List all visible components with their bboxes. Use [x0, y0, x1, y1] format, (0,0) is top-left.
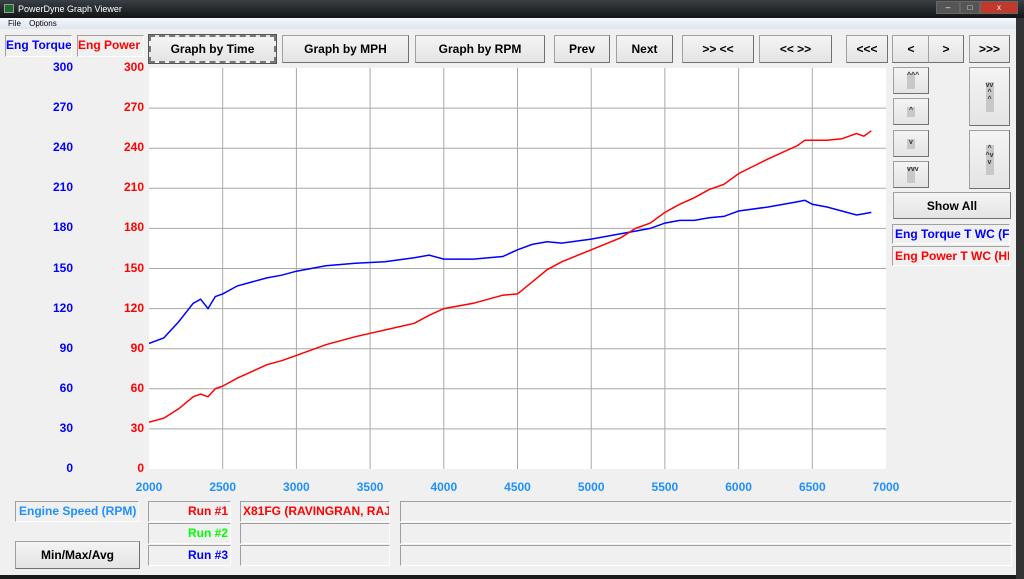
y-tick-label-torque: 270: [52, 100, 73, 115]
x-axis-title: Engine Speed (RPM): [15, 501, 139, 522]
y-tick-label-torque: 300: [52, 60, 73, 74]
y-tick-label-power: 0: [137, 461, 144, 475]
prev-button[interactable]: Prev: [554, 35, 610, 63]
run-2-label: Run #2: [148, 523, 231, 544]
x-tick-label: 2000: [135, 480, 163, 494]
legend-power: Eng Power T WC (HI: [892, 246, 1010, 266]
y-tick-label-torque: 150: [52, 260, 73, 275]
graph-by-mph-button[interactable]: Graph by MPH: [282, 35, 409, 63]
zoom-out-button[interactable]: << >>: [759, 35, 832, 63]
y-tick-label-power: 60: [130, 380, 144, 395]
close-button[interactable]: x: [980, 1, 1018, 14]
zoom-in-button[interactable]: >> <<: [682, 35, 754, 63]
x-tick-label: 4000: [430, 480, 458, 494]
left-axis-title-torque: Eng Torque: [5, 35, 72, 57]
run-1-info: [400, 501, 1012, 522]
torque-series-line: [149, 199, 872, 345]
expand-chevrons-icon: vv^^: [985, 81, 994, 112]
maximize-button[interactable]: □: [960, 1, 980, 14]
run-2-info: [400, 523, 1012, 544]
shrink-scale-button[interactable]: ^^vv: [969, 130, 1010, 189]
x-tick-label: 6000: [725, 480, 752, 494]
y-tick-label-power: 150: [123, 260, 144, 275]
y-tick-label-power: 30: [130, 420, 144, 435]
show-all-button[interactable]: Show All: [893, 192, 1011, 219]
menu-file[interactable]: File: [8, 19, 21, 28]
y-tick-label-power: 270: [123, 100, 144, 115]
scroll-down-fast-button[interactable]: vvv: [893, 161, 929, 188]
x-tick-label: 5500: [651, 480, 679, 494]
run-3-info: [400, 545, 1012, 566]
triple-chevron-up-icon: ^^^: [907, 72, 919, 89]
app-icon: [4, 4, 14, 13]
run-1-label: Run #1: [148, 501, 231, 522]
legend-torque[interactable]: Eng Torque T WC (F: [892, 224, 1010, 244]
shrink-chevrons-icon: ^^vv: [985, 144, 994, 175]
scroll-last-button[interactable]: >>>: [969, 35, 1010, 63]
left-axis-title-power: Eng Power: [77, 35, 144, 57]
menu-bar: File Options: [0, 18, 1016, 29]
y-tick-label-power: 90: [130, 340, 144, 355]
graph-by-rpm-button[interactable]: Graph by RPM: [415, 35, 545, 63]
x-tick-label: 6500: [798, 480, 826, 494]
y-tick-label-torque: 210: [52, 180, 73, 195]
y-tick-label-torque: 90: [59, 340, 73, 355]
y-tick-label-torque: 120: [52, 300, 73, 315]
scroll-first-button[interactable]: <<<: [846, 35, 888, 63]
x-tick-label: 2500: [209, 480, 237, 494]
expand-scale-button[interactable]: vv^^: [969, 67, 1010, 126]
minimize-button[interactable]: –: [936, 1, 960, 14]
x-tick-label: 4500: [504, 480, 531, 494]
scroll-right-button[interactable]: >: [928, 35, 964, 63]
y-tick-label-torque: 240: [52, 140, 73, 155]
menu-options[interactable]: Options: [29, 19, 57, 28]
x-tick-label: 5000: [577, 480, 605, 494]
scroll-up-fast-button[interactable]: ^^^: [893, 67, 929, 94]
run-1-name: X81FG (RAVINGRAN, RAJ: [240, 501, 390, 522]
chevron-down-icon: v: [907, 138, 915, 149]
x-tick-label: 3500: [356, 480, 384, 494]
y-tick-label-power: 240: [123, 140, 144, 155]
y-tick-label-power: 180: [123, 220, 144, 235]
run-2-name: [240, 523, 390, 544]
window-border: [1016, 18, 1024, 579]
power-series-line: [149, 130, 872, 423]
window-title: PowerDyne Graph Viewer: [18, 4, 122, 14]
y-tick-label-power: 300: [123, 60, 144, 74]
x-tick-label: 7000: [872, 480, 900, 494]
run-3-label: Run #3: [148, 545, 231, 566]
y-tick-label-torque: 180: [52, 220, 73, 235]
triple-chevron-down-icon: vvv: [907, 166, 919, 183]
next-button[interactable]: Next: [616, 35, 673, 63]
title-bar: PowerDyne Graph Viewer – □ x: [0, 0, 1024, 18]
graph-by-time-button[interactable]: Graph by Time: [148, 34, 277, 64]
y-tick-label-torque: 60: [59, 380, 73, 395]
y-tick-label-power: 210: [123, 180, 144, 195]
chevron-up-icon: ^: [907, 106, 915, 117]
y-tick-label-torque: 0: [66, 461, 73, 475]
chart-plot-area: [149, 68, 886, 469]
scroll-left-button[interactable]: <: [892, 35, 930, 63]
min-max-avg-button[interactable]: Min/Max/Avg: [15, 541, 140, 569]
y-tick-label-torque: 30: [59, 420, 73, 435]
x-tick-label: 3000: [283, 480, 310, 494]
y-tick-label-power: 120: [123, 300, 144, 315]
scroll-down-button[interactable]: v: [893, 130, 929, 157]
run-3-name: [240, 545, 390, 566]
scroll-up-button[interactable]: ^: [893, 98, 929, 125]
